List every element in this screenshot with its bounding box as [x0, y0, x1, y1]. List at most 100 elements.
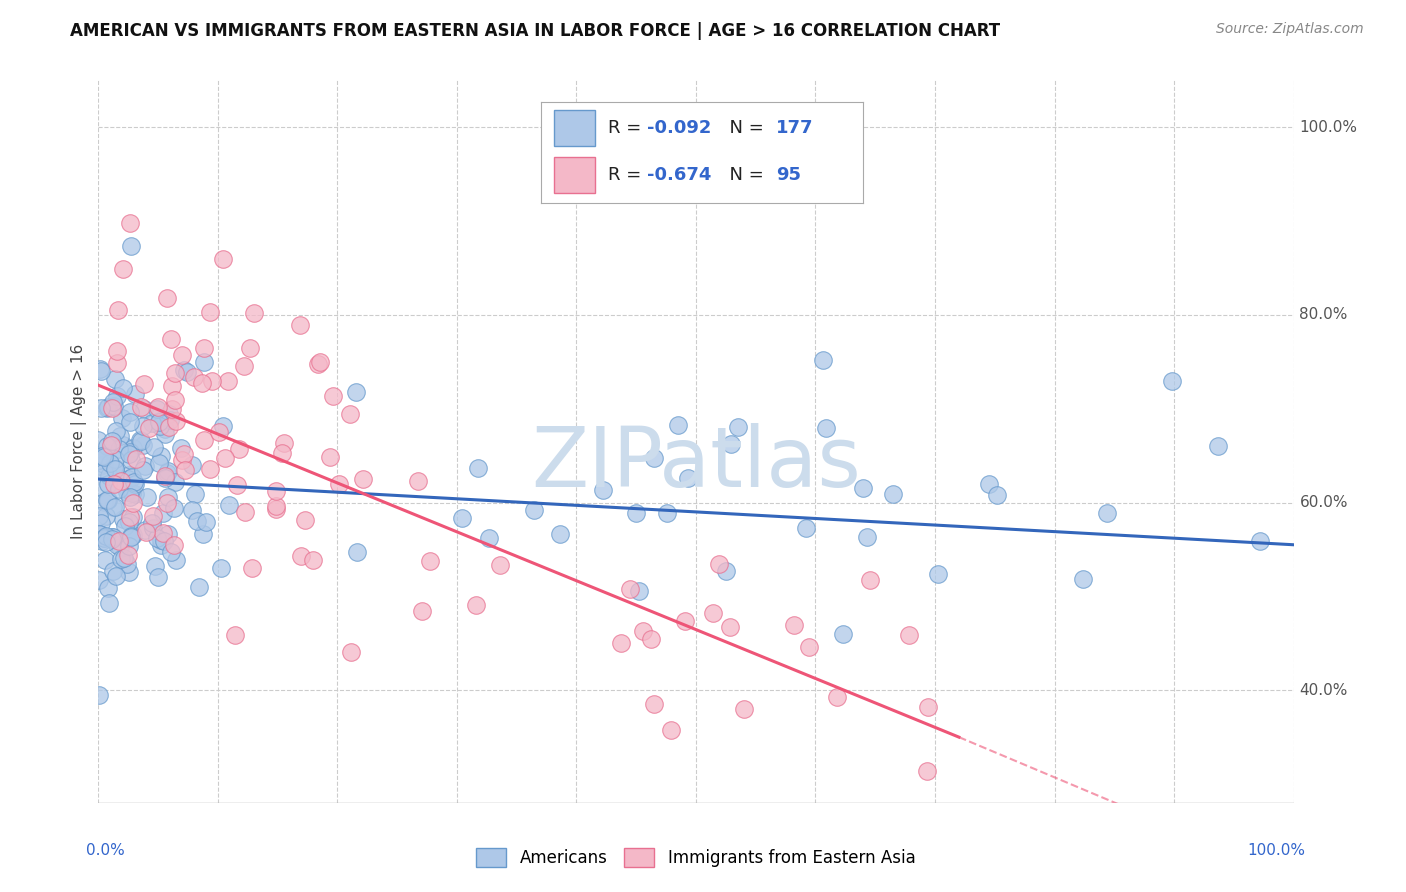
Point [1160, 375, 1182, 389]
Point [727, 420, 749, 434]
Point [93, 465, 115, 479]
Point [157, 407, 180, 421]
Point [676, 471, 699, 485]
Point [156, 526, 179, 541]
Point [702, 606, 724, 620]
Point [153, 534, 176, 549]
Point [93, 450, 115, 465]
Point [111, 262, 134, 277]
Point [150, 538, 173, 552]
Point [797, 640, 820, 654]
Text: ZIPatlas: ZIPatlas [531, 423, 860, 504]
Point [346, 545, 368, 559]
Point [170, 441, 193, 455]
Point [176, 366, 198, 380]
Point [138, 421, 160, 435]
Point [107, 534, 129, 549]
Point [120, 405, 142, 419]
Point [89, 527, 111, 541]
Point [124, 476, 146, 491]
Point [825, 690, 848, 704]
Point [87, 527, 110, 541]
Point [184, 487, 207, 501]
Point [160, 379, 183, 393]
Point [450, 511, 472, 525]
Point [153, 471, 176, 485]
Point [104, 372, 127, 386]
Point [98, 456, 121, 470]
Point [100, 438, 122, 452]
Point [160, 332, 183, 346]
Point [96, 530, 118, 544]
Point [97, 401, 120, 415]
Point [157, 490, 180, 504]
Point [143, 440, 166, 454]
Point [124, 452, 146, 467]
Text: Source: ZipAtlas.com: Source: ZipAtlas.com [1216, 22, 1364, 37]
Point [152, 525, 174, 540]
Point [290, 549, 312, 563]
Point [132, 402, 155, 417]
Point [411, 604, 433, 618]
Point [240, 561, 263, 575]
Point [264, 501, 287, 516]
Point [352, 472, 374, 486]
Point [153, 422, 176, 436]
Point [142, 521, 165, 535]
Point [118, 539, 141, 553]
Point [98, 596, 121, 610]
Point [659, 723, 682, 737]
Point [214, 451, 236, 466]
Point [121, 527, 143, 541]
Point [897, 628, 920, 642]
Point [146, 402, 169, 417]
Point [1249, 534, 1271, 549]
Point [117, 549, 139, 563]
Y-axis label: In Labor Force | Age > 16: In Labor Force | Age > 16 [72, 344, 87, 539]
Point [121, 509, 143, 524]
Point [627, 584, 650, 599]
Point [105, 538, 128, 552]
Point [89, 459, 111, 474]
Point [307, 357, 329, 371]
Point [89, 361, 111, 376]
Point [294, 512, 316, 526]
Point [141, 516, 163, 530]
Point [657, 506, 679, 520]
Point [107, 303, 129, 318]
Point [162, 538, 184, 552]
Point [198, 305, 221, 319]
Point [146, 531, 169, 545]
Point [165, 552, 187, 566]
Point [209, 561, 232, 575]
Point [340, 645, 363, 659]
Text: 0.0%: 0.0% [87, 843, 125, 857]
Point [90, 533, 112, 548]
Point [120, 453, 142, 467]
Point [121, 485, 143, 500]
Point [228, 442, 250, 457]
Point [239, 341, 262, 355]
Point [917, 699, 939, 714]
Point [180, 503, 202, 517]
Point [104, 462, 127, 476]
Point [96, 493, 118, 508]
Point [93, 495, 115, 509]
Point [132, 377, 155, 392]
Point [882, 487, 904, 501]
Point [122, 496, 145, 510]
Point [129, 400, 152, 414]
Point [328, 476, 350, 491]
Point [242, 306, 264, 320]
Point [915, 764, 938, 778]
Point [156, 496, 179, 510]
Point [159, 413, 181, 427]
Point [103, 395, 125, 409]
Point [302, 553, 325, 567]
Point [118, 565, 141, 579]
Point [104, 569, 127, 583]
Point [927, 566, 949, 581]
Point [488, 558, 510, 573]
Point [467, 461, 489, 475]
Point [100, 532, 122, 546]
